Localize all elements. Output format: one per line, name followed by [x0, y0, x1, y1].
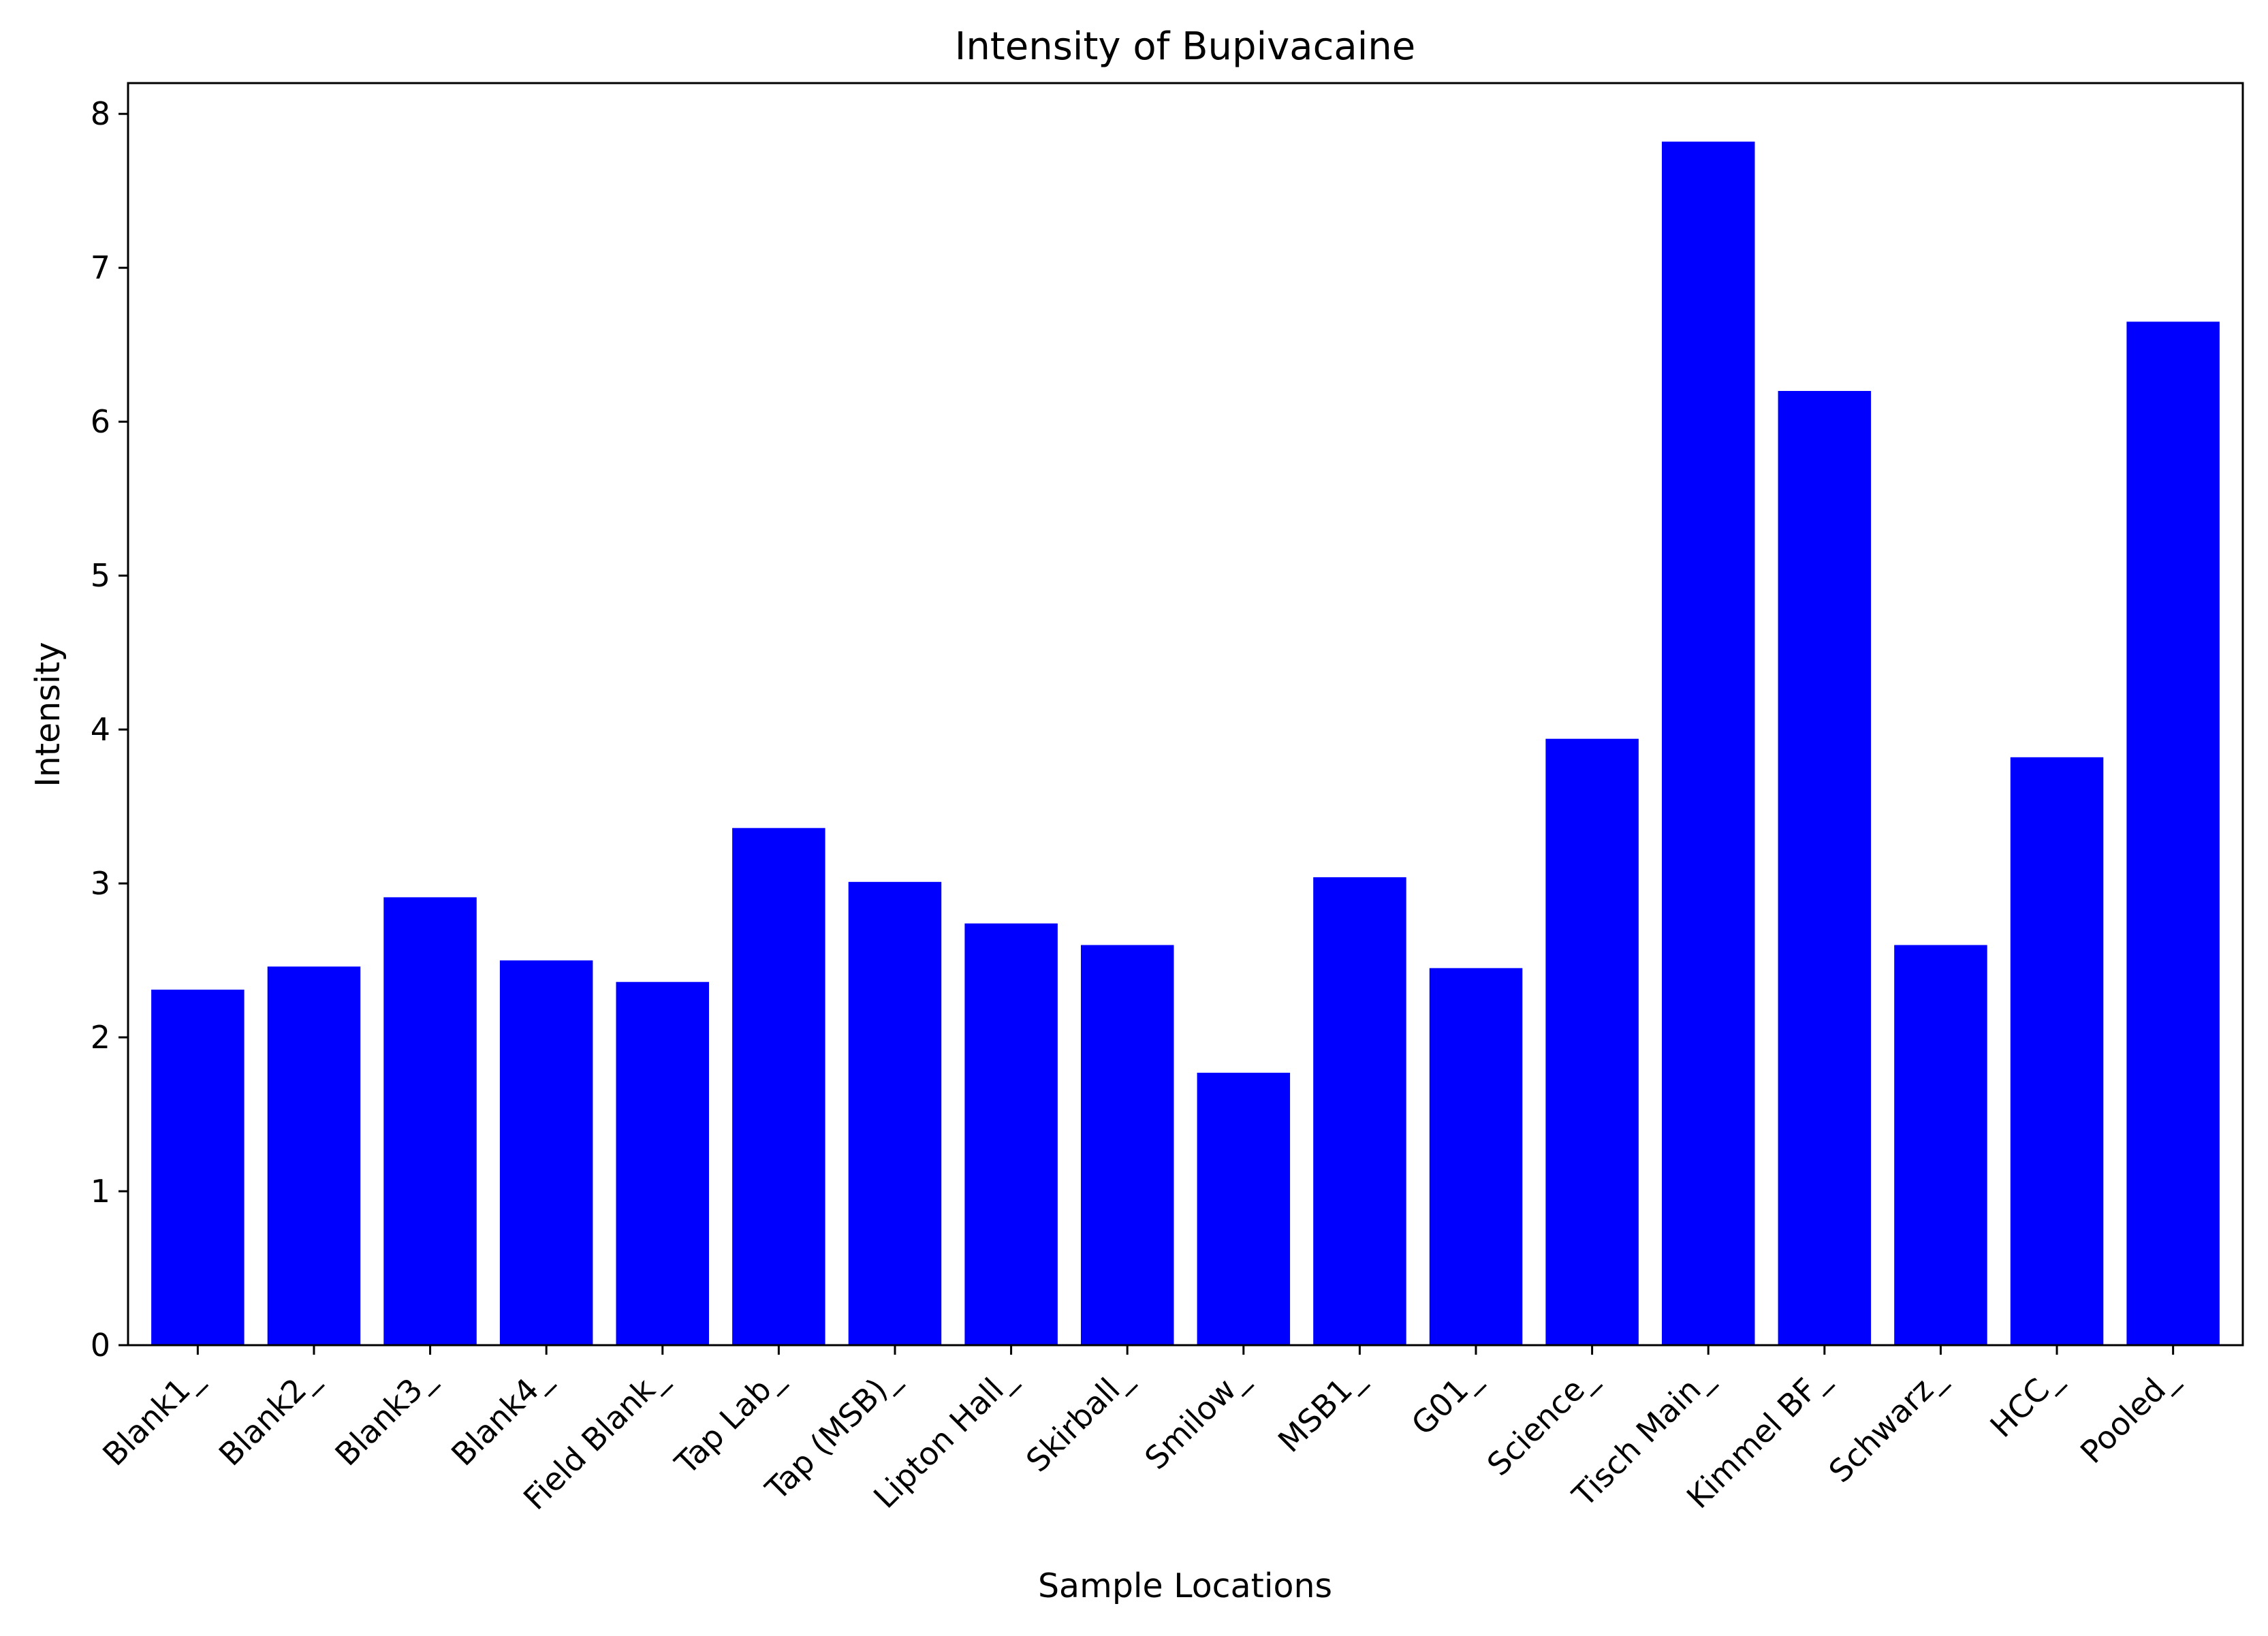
bars-group — [151, 141, 2220, 1345]
y-tick-label: 8 — [91, 95, 110, 132]
bar — [267, 966, 361, 1345]
y-axis: 0 1 2 3 4 5 6 7 8 — [91, 95, 128, 1364]
bar — [848, 881, 942, 1345]
x-tick-label: Smilow_ — [1137, 1359, 1255, 1477]
bar — [732, 828, 825, 1345]
bar — [1662, 141, 1755, 1345]
bar — [964, 923, 1058, 1345]
y-tick-label: 2 — [91, 1019, 110, 1056]
bar — [1429, 968, 1523, 1345]
x-tick-label: Pooled_ — [2073, 1359, 2184, 1470]
bar — [1081, 945, 1174, 1345]
chart-title: Intensity of Bupivacaine — [955, 25, 1415, 69]
bar — [151, 990, 245, 1345]
x-tick-label: Science_ — [1480, 1359, 1603, 1483]
x-tick-label: Blank4_ — [444, 1359, 558, 1473]
bar — [1894, 945, 1987, 1345]
bar — [1778, 391, 1872, 1345]
x-tick-label: Tap Lab_ — [667, 1359, 790, 1482]
y-tick-label: 4 — [91, 711, 110, 748]
x-tick-label: Schwarz_ — [1822, 1359, 1952, 1490]
y-axis-label: Intensity — [29, 642, 67, 787]
x-tick-label: Blank1_ — [95, 1359, 209, 1473]
x-axis-label: Sample Locations — [1038, 1567, 1332, 1605]
y-tick-label: 5 — [91, 557, 110, 594]
x-tick-label: G01_ — [1404, 1359, 1487, 1443]
y-tick-label: 0 — [91, 1327, 110, 1364]
y-tick-label: 3 — [91, 865, 110, 902]
bar — [1545, 738, 1639, 1345]
x-tick-label: MSB1_ — [1271, 1359, 1371, 1460]
x-tick-label: Blank3_ — [328, 1359, 441, 1473]
bar — [1197, 1073, 1291, 1345]
bar — [499, 960, 593, 1345]
bar — [383, 897, 477, 1345]
x-tick-label: HCC_ — [1983, 1359, 2068, 1445]
x-axis: Blank1_ Blank2_ Blank3_ Blank4_Field Blank_… — [95, 1345, 2184, 1517]
plot-frame — [127, 82, 2244, 1347]
bar — [616, 981, 709, 1345]
x-tick-label: Skirball_ — [1019, 1359, 1139, 1479]
bar — [2126, 321, 2220, 1345]
y-tick-label: 1 — [91, 1173, 110, 1210]
y-tick-label: 7 — [91, 249, 110, 286]
y-tick-label: 6 — [91, 403, 110, 440]
bar — [1313, 877, 1406, 1345]
x-tick-label: Blank2_ — [212, 1359, 326, 1473]
bar — [2010, 757, 2104, 1345]
